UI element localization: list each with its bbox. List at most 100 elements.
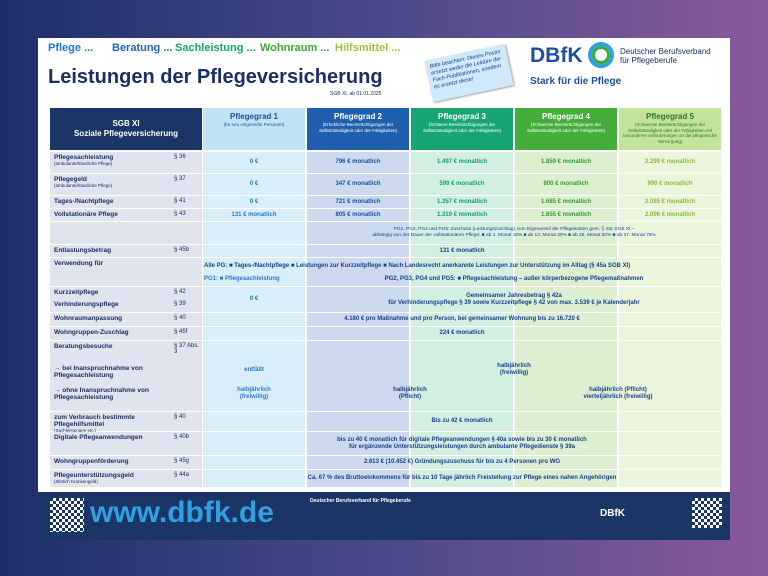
column-note: (Schwerste Beeinträchtigungen der Selbst… — [526, 122, 606, 133]
row-sub: (ambulante/häusliche Pflege) — [54, 161, 113, 166]
row-label: Pflegeunterstützungsgeld — [54, 472, 134, 479]
row-sep — [50, 244, 722, 245]
row-label-bg — [50, 287, 202, 312]
row-sep — [50, 340, 722, 341]
column-title: Pflegegrad 3 — [437, 112, 486, 121]
row-label: Kurzzeitpflege — [54, 289, 99, 296]
cell: 1.685 € monatlich — [540, 198, 592, 205]
span-cell-line: PG2, PG3, PG4 und PG5: Zuschuss (Leistun… — [393, 227, 635, 232]
corner-text: SGB XI — [112, 119, 140, 128]
row-label: Verwendung für — [54, 260, 104, 267]
row-label: Wohnraumanpassung — [54, 315, 123, 322]
cell-line: halbjährlich — [237, 387, 271, 393]
row-label-bg — [50, 174, 202, 195]
row-paragraph: § 37 Abs. 3 — [174, 343, 200, 355]
span-cell-line: halbjährlich — [497, 363, 531, 369]
column-header: Pflegegrad 2 (Erhebliche Beeinträchtigung… — [307, 108, 409, 150]
cell: 1.319 € monatlich — [436, 211, 488, 218]
span-cell-line: 2.613 € (10.452 €) Gründungszuschuss für… — [363, 459, 561, 465]
usage-rest: PG2, PG3, PG4 und PG5: ■ Pflegesachleist… — [306, 273, 722, 285]
footer-logo: DBfK — [600, 508, 625, 519]
slogan: Stark für die Pflege — [530, 76, 622, 87]
cell: 990 € monatlich — [647, 181, 693, 187]
cell-line: halbjährlich (Pflicht) — [589, 387, 647, 393]
row-label-bg — [50, 456, 202, 469]
tagline-word: Wohnraum ... — [260, 42, 330, 54]
span-cell: 131 € monatlich — [202, 245, 722, 257]
cell: 2.096 € monatlich — [644, 211, 696, 218]
row-sep — [50, 208, 722, 209]
row-paragraph: § 39 — [174, 301, 186, 307]
subtitle: SGB XI, ab 01.01.2025 — [330, 91, 382, 97]
span-cell: PG2, PG3, PG4 und PG5: Zuschuss (Leistun… — [306, 222, 722, 244]
usage-pg1: PG1: ■ Pflegesachleistung — [204, 275, 280, 282]
column-title: Pflegegrad 2 — [333, 112, 382, 121]
footer-org: Deutscher Berufsverband für Pflegeberufe — [310, 498, 411, 504]
column-note: (Schwerste Beeinträchtigungen der Selbst… — [623, 122, 717, 144]
qr-code — [692, 498, 722, 528]
span-cell-line: für Verhinderungspflege § 39 sowie Kurzz… — [388, 299, 640, 306]
row-label: Entlastungsbetrag — [54, 247, 112, 254]
tagline-word: Beratung ... — [112, 42, 173, 54]
row-label-bg — [50, 341, 202, 411]
row-sep — [50, 469, 722, 470]
cell-line: (Pflicht) — [398, 394, 422, 400]
span-cell-line: Bis zu 42 € monatlich — [431, 418, 493, 424]
row-paragraph: § 45f — [174, 329, 188, 335]
corner-text: Soziale Pflegeversicherung — [73, 129, 179, 138]
row-label-bg — [50, 470, 202, 487]
usage-all: Alle PG: ■ Tages-/Nachtpflege ■ Leistung… — [204, 262, 631, 269]
column-header: Pflegegrad 1 (für neu eingestufte Persone… — [203, 108, 305, 150]
row-sep — [50, 173, 722, 174]
column-note: (Schwere Beeinträchtigungen der Selbstst… — [422, 122, 502, 133]
cell: halbjährlich (freiwillig) — [202, 385, 306, 403]
row-sub: (Sachleistungen etc.) — [54, 428, 97, 433]
column-header: Pflegegrad 3 (Schwere Beeinträchtigungen … — [411, 108, 513, 150]
cell: 796 € monatlich — [335, 159, 381, 165]
logo-line: für Pflegeberufe — [620, 56, 677, 65]
span-cell-line: 224 € monatlich — [439, 330, 485, 336]
row-sep — [50, 431, 722, 432]
column-note: (für neu eingestufte Personen) — [223, 122, 285, 127]
corner: SGB XI Soziale Pflegeversicherung — [50, 108, 202, 150]
row-label: Pflegegeld — [54, 176, 87, 183]
column-title: Pflegegrad 4 — [541, 112, 590, 121]
span-cell-line: 131 € monatlich — [439, 247, 485, 254]
tagline-word: Hilfsmittel ... — [335, 42, 401, 54]
cell: 131 € monatlich — [231, 211, 277, 218]
cell: 1.859 € monatlich — [540, 159, 592, 165]
row-paragraph: § 36 — [174, 154, 186, 160]
row-paragraph: § 37 — [174, 176, 186, 182]
column-title: Pflegegrad 5 — [645, 112, 694, 121]
row-label-bg — [50, 432, 202, 455]
logo-name: DBfK — [530, 44, 583, 67]
span-cell-line: Ca. 67 % des Bruttoeinkommens für bis zu… — [307, 475, 617, 481]
row-label-bg — [50, 209, 202, 221]
span-cell: Bis zu 42 € monatlich — [202, 412, 722, 431]
row-paragraph: § 40b — [174, 434, 190, 440]
cell: 0 € — [249, 159, 259, 165]
cell: halbjährlich (Pflicht) — [306, 385, 514, 403]
row-paragraph: § 40 — [174, 315, 186, 321]
cell: halbjährlich (Pflicht) vierteljährlich (f… — [514, 385, 722, 403]
usage-rest-line: PG2, PG3, PG4 und PG5: ■ Pflegesachleist… — [384, 275, 644, 282]
cell: 347 € monatlich — [335, 181, 381, 187]
row-paragraph: § 45b — [174, 247, 190, 253]
cell: 805 € monatlich — [335, 211, 381, 218]
row-label: Wohngruppen-Zuschlag — [54, 329, 129, 336]
column-note: (Erhebliche Beeinträchtigungen der Selbs… — [318, 122, 398, 133]
row-label: Digitale Pflegeanwendungen — [54, 434, 143, 441]
span-cell: bis zu 40 € monatlich für digitale Pfleg… — [202, 432, 722, 455]
cell: 2.085 € monatlich — [644, 198, 696, 205]
cell: 2.299 € monatlich — [644, 159, 696, 165]
span-cell-line: bis zu 40 € monatlich für digitale Pfleg… — [337, 436, 587, 443]
row-sep — [50, 326, 722, 327]
row-sub: (ähnlich Krankengeld) — [54, 479, 98, 484]
row-label-bg — [50, 196, 202, 208]
row-label: Wohngruppenförderung — [54, 458, 129, 465]
row-paragraph: § 44a — [174, 472, 190, 478]
row-sublabel: → ohne Inanspruchnahme von Pflegesachlei… — [54, 387, 149, 401]
row-label-bg — [50, 313, 202, 326]
cell-line: vierteljährlich (freiwillig) — [583, 394, 653, 400]
row-sep — [50, 455, 722, 456]
